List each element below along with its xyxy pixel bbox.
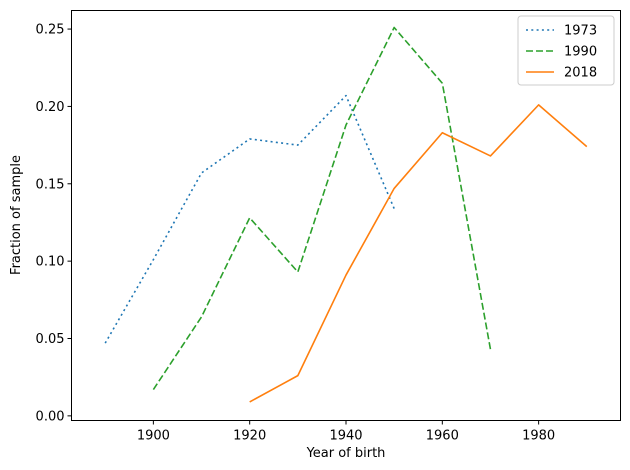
x-tick-label: 1960 xyxy=(426,429,459,444)
plot-series xyxy=(104,26,588,403)
x-axis-label: Year of birth xyxy=(306,446,386,461)
x-tick-label: 1980 xyxy=(522,429,555,444)
x-tick-label: 1940 xyxy=(329,429,362,444)
legend-label-1990: 1990 xyxy=(564,45,597,60)
x-tick-label: 1920 xyxy=(233,429,266,444)
legend-label-1973: 1973 xyxy=(564,24,597,39)
y-tick-label: 0.20 xyxy=(36,100,65,115)
y-tick-label: 0.10 xyxy=(36,255,65,270)
legend-box xyxy=(517,15,615,86)
y-tick-label: 0.25 xyxy=(36,23,65,38)
y-axis-label: Fraction of sample xyxy=(9,155,24,275)
series-line-2018 xyxy=(249,104,588,403)
y-tick-label: 0.05 xyxy=(36,332,65,347)
series-line-1990 xyxy=(152,26,492,391)
x-tick-label: 1900 xyxy=(137,429,170,444)
axis-ticks: 1900 1920 1940 1960 1980 0.00 0.05 0.10 0.15 0.20… xyxy=(36,23,556,444)
y-tick-label: 0.15 xyxy=(36,177,65,192)
y-tick-label: 0.00 xyxy=(36,409,65,424)
legend-label-2018: 2018 xyxy=(564,66,597,81)
plot-frame xyxy=(71,10,621,421)
legend: 1973 1990 2018 xyxy=(517,15,615,86)
